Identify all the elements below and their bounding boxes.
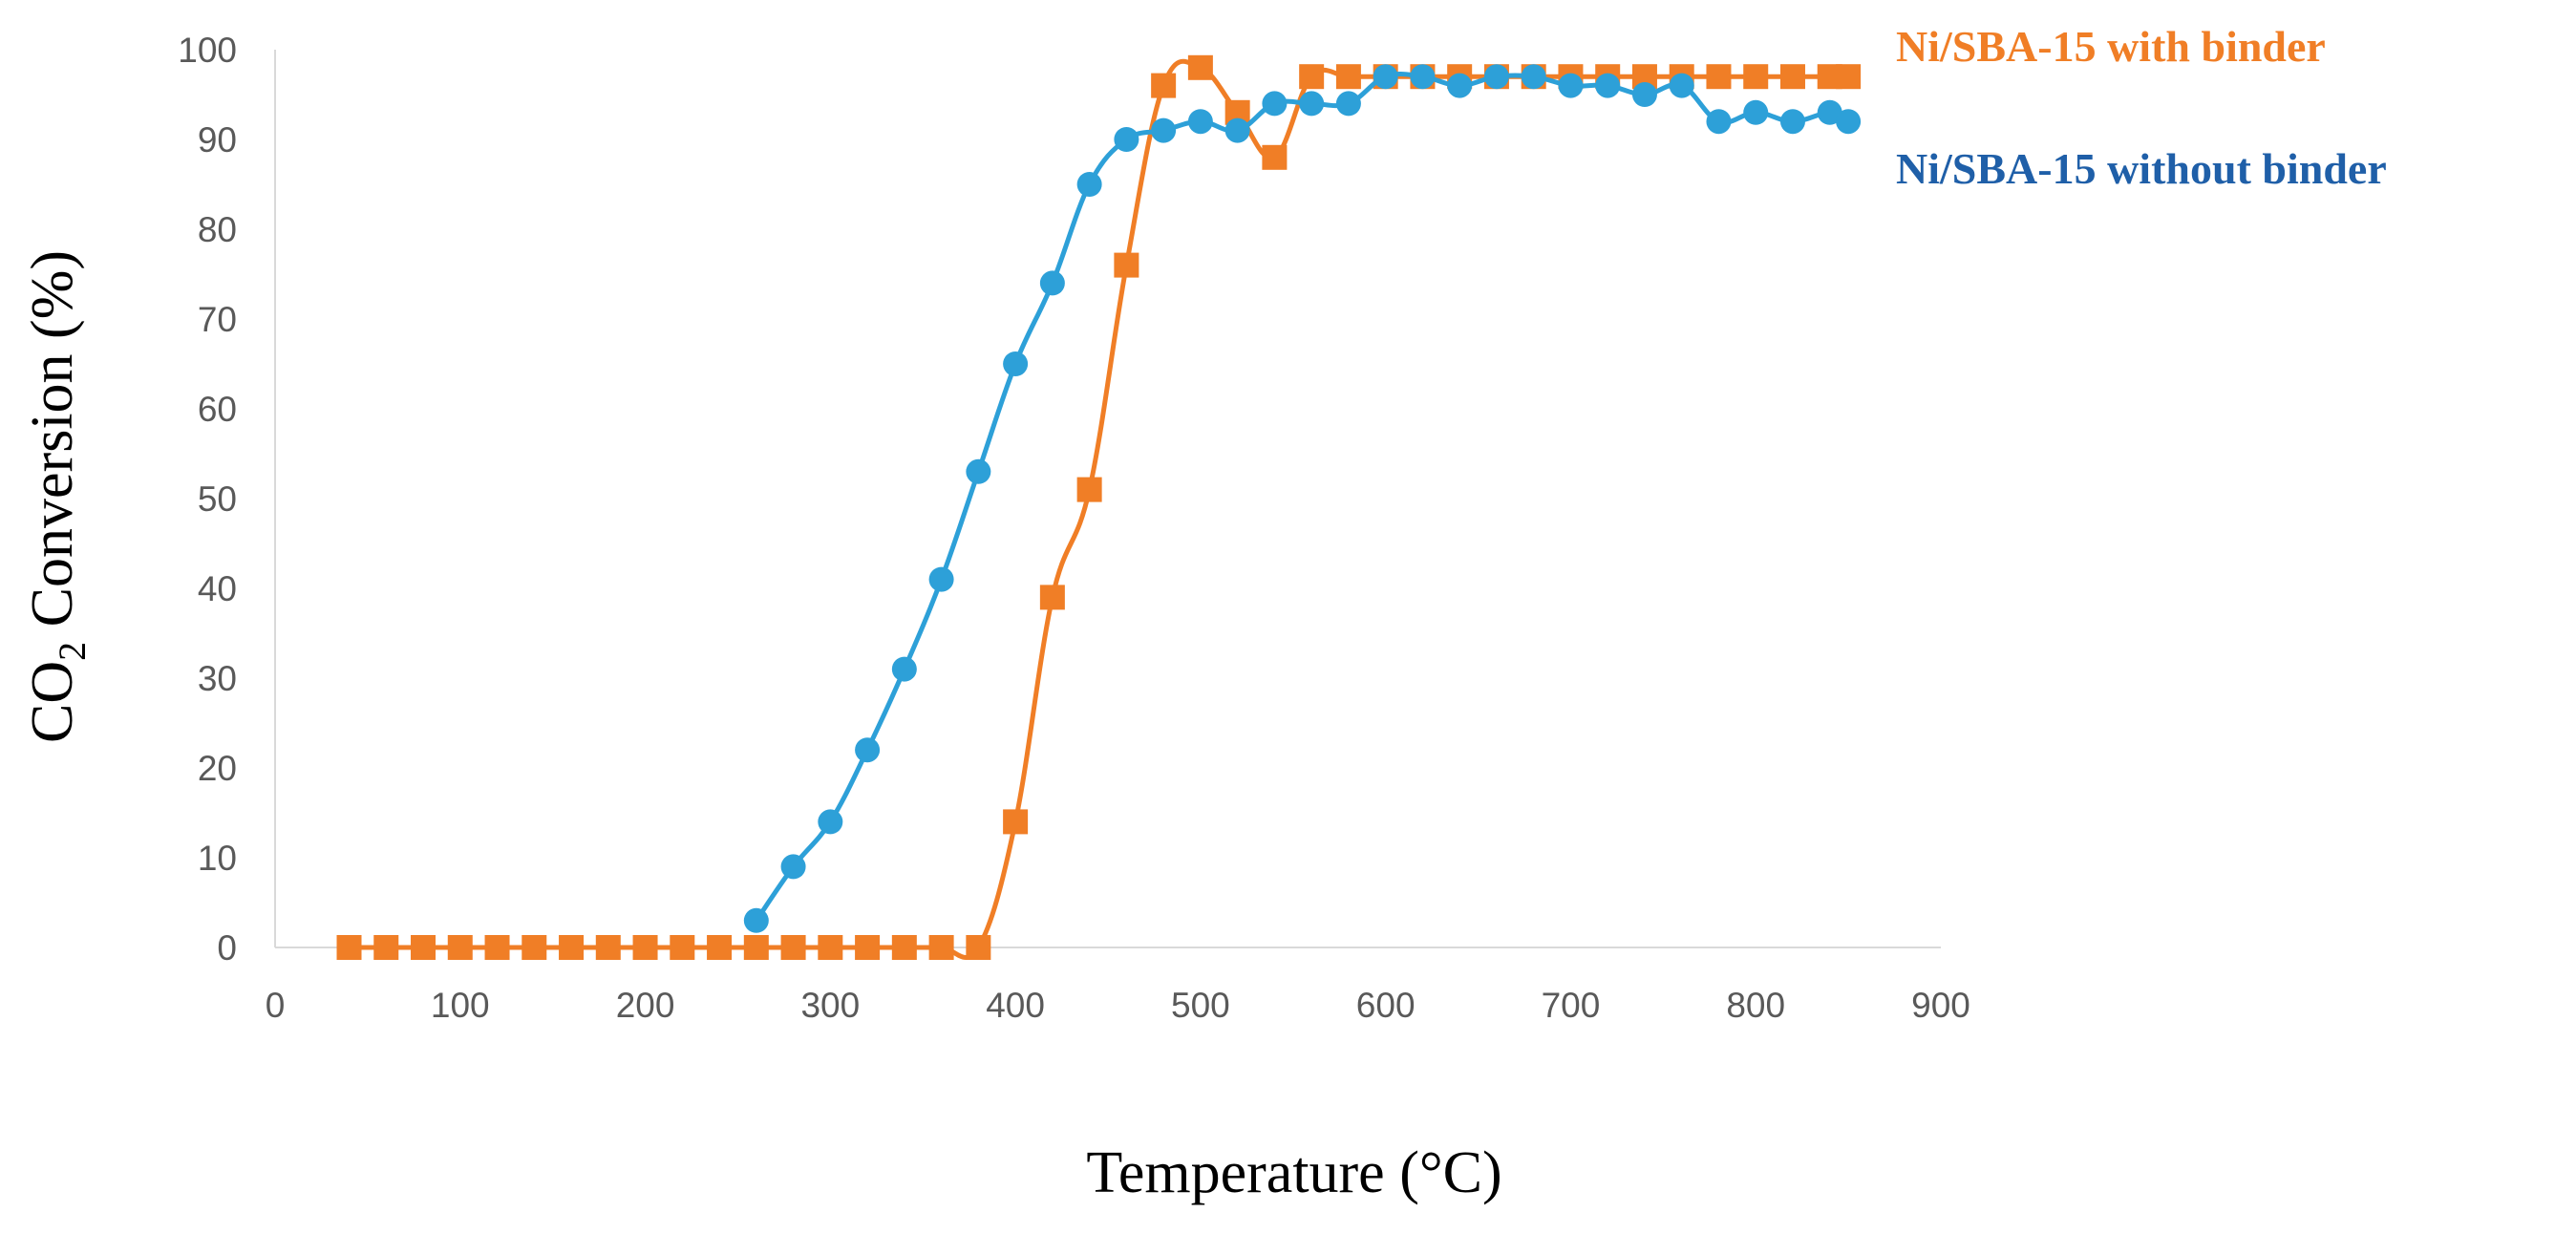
- data-point: [522, 935, 547, 960]
- y-tick-label: 90: [198, 120, 237, 160]
- data-point: [670, 935, 695, 960]
- data-point: [1003, 351, 1029, 376]
- data-point: [411, 935, 436, 960]
- data-point: [1743, 99, 1769, 125]
- x-tick-label: 500: [1171, 986, 1230, 1025]
- data-point: [780, 854, 806, 880]
- series-1: [743, 64, 1862, 933]
- data-point: [780, 935, 806, 960]
- y-tick-label: 30: [198, 659, 237, 698]
- data-point: [1483, 64, 1509, 90]
- y-tick-label: 60: [198, 390, 237, 429]
- x-tick-label: 0: [266, 986, 286, 1025]
- labels: Temperature (°C) CO2 Conversion (%) Ni/S…: [20, 22, 2387, 1205]
- data-point: [818, 809, 843, 835]
- x-tick-label: 300: [800, 986, 860, 1025]
- data-point: [1039, 270, 1065, 296]
- x-tick-label: 100: [431, 986, 490, 1025]
- data-point: [595, 935, 621, 960]
- series-line: [754, 72, 1850, 923]
- data-point: [559, 935, 585, 960]
- data-point: [1631, 82, 1657, 107]
- data-point: [1521, 64, 1546, 90]
- y-tick-label: 50: [198, 479, 237, 519]
- data-point: [1076, 172, 1102, 197]
- x-tick-label: 900: [1911, 986, 1970, 1025]
- data-point: [1114, 127, 1139, 152]
- y-tick-label: 20: [198, 749, 237, 788]
- series-layer: [336, 54, 1862, 960]
- data-point: [743, 935, 769, 960]
- data-point: [1114, 252, 1139, 278]
- data-point: [1817, 99, 1842, 125]
- data-point: [1410, 64, 1436, 90]
- data-point: [1836, 64, 1862, 90]
- data-point: [1743, 64, 1769, 90]
- series-line: [349, 58, 1849, 960]
- data-point: [891, 656, 917, 682]
- data-point: [1299, 64, 1325, 90]
- data-point: [1373, 64, 1398, 90]
- data-point: [1151, 73, 1177, 98]
- legend-with-binder: Ni/SBA-15 with binder: [1896, 22, 2326, 71]
- data-point: [1706, 109, 1732, 135]
- axes: 0 100 200 300 400 500 600 700 800 900 0 10 20 30 40 50 6…: [178, 31, 1970, 1025]
- data-point: [855, 737, 881, 763]
- y-tick-label: 0: [217, 928, 237, 968]
- y-axis-title-subscript: 2: [51, 642, 94, 661]
- data-point: [1039, 585, 1065, 610]
- data-point: [1447, 73, 1473, 98]
- series-0: [336, 54, 1862, 960]
- data-point: [336, 935, 362, 960]
- data-point: [484, 935, 510, 960]
- data-point: [891, 935, 917, 960]
- data-point: [743, 907, 769, 933]
- data-point: [1299, 91, 1325, 117]
- data-point: [855, 935, 881, 960]
- y-axis-title-suffix: Conversion (%): [20, 250, 85, 642]
- x-axis-title: Temperature (°C): [1086, 1140, 1501, 1205]
- data-point: [1836, 109, 1862, 135]
- y-tick-label: 80: [198, 210, 237, 249]
- data-point: [632, 935, 658, 960]
- data-point: [1669, 73, 1694, 98]
- data-point: [447, 935, 473, 960]
- y-tick-label: 100: [178, 31, 237, 70]
- data-point: [1335, 91, 1361, 117]
- x-tick-label: 400: [986, 986, 1045, 1025]
- y-tick-label: 70: [198, 300, 237, 339]
- data-point: [928, 566, 954, 592]
- data-point: [1558, 73, 1584, 98]
- data-point: [1779, 109, 1805, 135]
- data-point: [1187, 54, 1213, 80]
- x-tick-label: 600: [1356, 986, 1416, 1025]
- y-axis-title-prefix: CO: [20, 661, 85, 743]
- data-point: [1335, 64, 1361, 90]
- data-point: [966, 935, 991, 960]
- data-point: [1779, 64, 1805, 90]
- data-point: [818, 935, 843, 960]
- y-axis-title: CO2 Conversion (%): [20, 250, 94, 743]
- legend-without-binder: Ni/SBA-15 without binder: [1896, 144, 2387, 193]
- data-point: [707, 935, 733, 960]
- data-point: [1262, 144, 1288, 170]
- data-point: [1262, 91, 1288, 117]
- data-point: [1595, 73, 1621, 98]
- data-point: [966, 458, 991, 484]
- data-point: [1076, 477, 1102, 502]
- y-tick-label: 10: [198, 839, 237, 878]
- x-tick-label: 200: [616, 986, 675, 1025]
- data-point: [1224, 117, 1250, 143]
- data-point: [928, 935, 954, 960]
- y-tick-label: 40: [198, 569, 237, 608]
- data-point: [1151, 117, 1177, 143]
- x-tick-label: 800: [1726, 986, 1785, 1025]
- x-tick-label: 700: [1542, 986, 1601, 1025]
- data-point: [373, 935, 399, 960]
- data-point: [1187, 109, 1213, 135]
- data-point: [1706, 64, 1732, 90]
- data-point: [1003, 809, 1029, 835]
